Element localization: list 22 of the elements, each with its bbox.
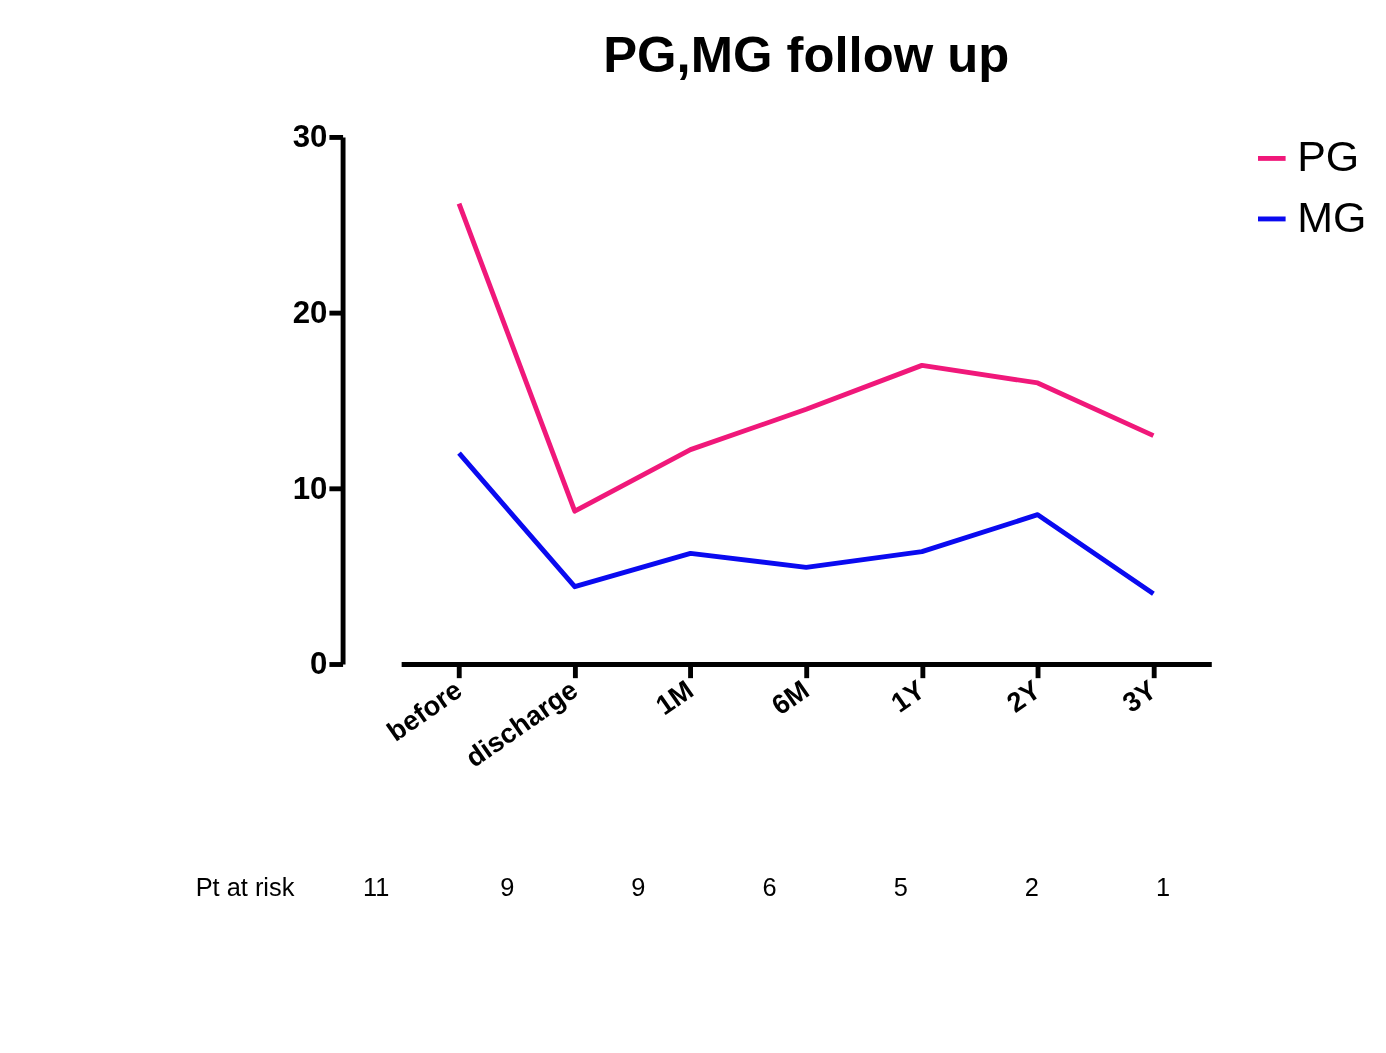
- y-tick-label: 20: [292, 294, 328, 330]
- x-tick-label: 1Y: [885, 673, 931, 719]
- text: 11: [362, 873, 390, 902]
- text: 5: [893, 873, 908, 902]
- line-series: [456, 450, 1156, 597]
- x-tick-label: 3Y: [1116, 673, 1162, 719]
- text: 9: [631, 873, 646, 902]
- text: 1: [1155, 873, 1171, 902]
- legend-label: PG: [1297, 132, 1360, 181]
- text: 9: [500, 873, 515, 902]
- text: 6: [762, 873, 777, 902]
- x-tick-label: 6M: [765, 673, 815, 722]
- y-tick-label: 30: [292, 119, 328, 155]
- x-tick-label: 2Y: [1000, 673, 1047, 719]
- chart-title: PG,MG follow up: [603, 25, 1010, 83]
- x-tick-label: 1M: [650, 673, 699, 722]
- line-series: [456, 201, 1156, 514]
- y-tick-label: 10: [292, 470, 328, 506]
- text: 2: [1024, 873, 1039, 902]
- y-tick-label: 0: [310, 646, 328, 682]
- text: Pt at risk: [195, 873, 295, 902]
- legend-label: MG: [1297, 192, 1367, 241]
